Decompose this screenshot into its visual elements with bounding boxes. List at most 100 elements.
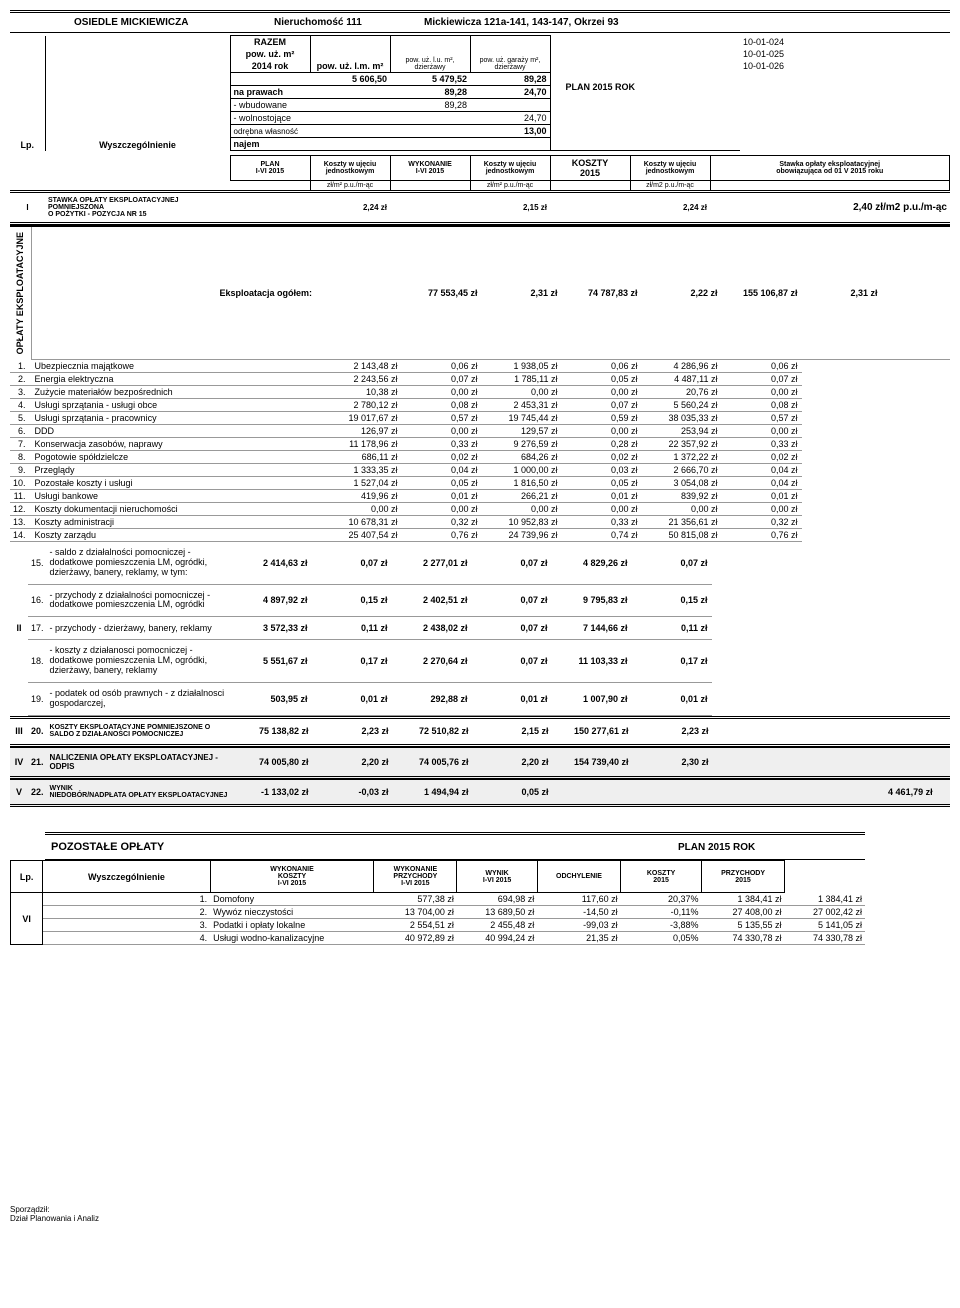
- tbl2-h4: KOSZTY 2015: [621, 861, 702, 893]
- ir-2-0: - wbudowane: [230, 99, 310, 112]
- info-block: Lp. Wyszczególnienie RAZEM pow. uż. l.m.…: [10, 35, 950, 151]
- table-row: 12.Koszty dokumentacji nieruchomości0,00…: [10, 502, 950, 515]
- total-b: 2,31 zł: [482, 226, 562, 359]
- table-row: 19.- podatek od osób prawnych - z działa…: [10, 682, 950, 715]
- col-ku1: Koszty w ujęciu jednostkowym: [310, 156, 390, 181]
- pow-uz: pow. uż. m²: [230, 48, 310, 60]
- secV-lp: 22.: [28, 780, 47, 806]
- unit-2: zł/m² p.u./m-ąc: [470, 181, 550, 191]
- code-0: 10-01-024: [740, 36, 950, 49]
- unit-1: zł/m² p.u./m-ąc: [310, 181, 390, 191]
- total-e: 155 106,87 zł: [722, 226, 802, 359]
- tbl2-wysz: Wyszczególnienie: [43, 861, 210, 893]
- secIII-e: 150 277,61 zł: [552, 717, 632, 745]
- ir-1-0: na prawach: [230, 86, 310, 99]
- main-table: OPŁATY EKSPLOATACYJNE Eksploatacja ogółe…: [10, 225, 950, 542]
- ir-2-3: 89,28: [390, 99, 470, 112]
- total-a: 77 553,45 zł: [402, 226, 482, 359]
- section-II: 15.- saldo z działalności pomocniczej - …: [10, 542, 950, 716]
- code-1: 10-01-025: [740, 48, 950, 60]
- ir-1-1: [310, 86, 390, 99]
- ir-3-4: 24,70: [470, 112, 550, 125]
- table-row: 3.Podatki i opłaty lokalne2 554,51 zł2 4…: [11, 919, 866, 932]
- wysz-label: Wyszczególnienie: [45, 36, 230, 151]
- roman-IV: IV: [10, 748, 28, 778]
- secI-v3: 2,24 zł: [630, 192, 710, 224]
- pow-lu: pow. uż. l.u. m², dzierżawy: [390, 36, 470, 73]
- tbl2-h3: ODCHYLENIE: [537, 861, 620, 893]
- secIII-lp: 20.: [28, 717, 47, 745]
- tbl2-h2: WYNIK I-VI 2015: [457, 861, 537, 893]
- tbl2-title: POZOSTAŁE OPŁATY: [45, 834, 675, 860]
- table-row: 2.Energia elektryczna2 243,56 zł0,07 zł1…: [10, 372, 950, 385]
- table-row: 4.Usługi sprzątania - usługi obce2 780,1…: [10, 398, 950, 411]
- ir-1-3: 89,28: [390, 86, 470, 99]
- table-row: 15.- saldo z działalności pomocniczej - …: [10, 542, 950, 584]
- ir-4-0: odrębna własność: [230, 125, 310, 138]
- total-f: 2,31 zł: [802, 226, 882, 359]
- table-row: VI1.Domofony577,38 zł694,98 zł117,60 zł2…: [11, 893, 866, 906]
- ir-0-3: 89,28: [470, 73, 550, 86]
- secIV-e: 154 739,40 zł: [552, 748, 632, 778]
- table-row: 3.Zużycie materiałów bezpośrednich10,38 …: [10, 385, 950, 398]
- table-row: II17.- przychody - dzierżawy, banery, re…: [10, 617, 950, 640]
- secV-desc: WYNIK NIEDOBÓR/NADPŁATA OPŁATY EKSPLOATA…: [47, 780, 232, 806]
- secIII-f: 2,23 zł: [632, 717, 712, 745]
- razem: RAZEM: [230, 36, 310, 49]
- tbl2-h0: WYKONANIE KOSZTY I-VI 2015: [210, 861, 374, 893]
- table-row: 8.Pogotowie spółdzielcze686,11 zł0,02 zł…: [10, 450, 950, 463]
- secIII-c: 72 510,82 zł: [392, 717, 472, 745]
- col-plan: PLAN I-VI 2015: [230, 156, 310, 181]
- table-row: 14.Koszty zarządu25 407,54 zł0,76 zł24 7…: [10, 528, 950, 541]
- code-2: 10-01-026: [740, 60, 950, 73]
- table-row: 13.Koszty administracji10 678,31 zł0,32 …: [10, 515, 950, 528]
- secIII-a: 75 138,82 zł: [232, 717, 312, 745]
- secI-v2: 2,15 zł: [470, 192, 550, 224]
- ir-0-1: 5 606,50: [310, 73, 390, 86]
- unit-3: zł/m2 p.u./m-ąc: [630, 181, 710, 191]
- table-row: 4.Usługi wodno-kanalizacyjne40 972,89 zł…: [11, 932, 866, 945]
- col-ku3: Koszty w ujęciu jednostkowym: [630, 156, 710, 181]
- col-stawka: Stawka opłaty eksploatacyjnej obowiązują…: [710, 156, 950, 181]
- lp-label: Lp.: [10, 36, 45, 151]
- roman-I: I: [10, 192, 45, 224]
- table2-header: POZOSTAŁE OPŁATY PLAN 2015 ROK: [45, 832, 865, 860]
- table-row: 7.Konserwacja zasobów, naprawy11 178,96 …: [10, 437, 950, 450]
- ir-4-4: 13,00: [470, 125, 550, 138]
- col-ku2: Koszty w ujęciu jednostkowym: [470, 156, 550, 181]
- top-header: OSIEDLE MICKIEWICZA Nieruchomość 111 Mic…: [10, 10, 950, 33]
- ir-5-0: najem: [230, 138, 310, 151]
- nier: Nieruchomość 111: [270, 12, 420, 33]
- secIII-d: 2,15 zł: [472, 717, 552, 745]
- roman-V: V: [10, 780, 28, 806]
- secIV-c: 74 005,76 zł: [392, 748, 472, 778]
- tbl2-plan: PLAN 2015 ROK: [675, 834, 865, 860]
- ir-1-4: 24,70: [470, 86, 550, 99]
- pow-lm: pow. uż. l.m. m²: [310, 36, 390, 73]
- column-headers: PLAN I-VI 2015 Koszty w ujęciu jednostko…: [10, 155, 950, 190]
- secIV-desc: NALICZENIA OPŁATY EKSPLOATACYJNEJ - ODPI…: [47, 748, 232, 778]
- oplaty-vert: OPŁATY EKSPLOATACYJNE: [13, 228, 27, 358]
- col-wyk: WYKONANIE I-VI 2015: [390, 156, 470, 181]
- table-row: 9.Przeglądy1 333,35 zł0,04 zł1 000,00 zł…: [10, 463, 950, 476]
- footer: Sporządził: Dział Planowania i Analiz: [10, 1205, 950, 1223]
- secI-desc: STAWKA OPŁATY EKSPLOATACYJNEJ POMNIEJSZO…: [45, 192, 230, 224]
- col-koszty: KOSZTY 2015: [550, 156, 630, 181]
- table2: Lp. Wyszczególnienie WYKONANIE KOSZTY I-…: [10, 860, 865, 945]
- plan-2015-rok: PLAN 2015 ROK: [550, 36, 650, 138]
- table-row: 2.Wywóz nieczystości13 704,00 zł13 689,5…: [11, 906, 866, 919]
- secV-b: -0,03 zł: [312, 780, 392, 806]
- footer-l2: Dział Planowania i Analiz: [10, 1214, 950, 1223]
- secV-e: 4 461,79 zł: [552, 780, 936, 806]
- section-III: III 20. KOSZTY EKSPLOATACYJNE POMNIEJSZO…: [10, 716, 950, 747]
- table-row: 5.Usługi sprzątania - pracownicy19 017,6…: [10, 411, 950, 424]
- secI-v4: 2,40 zł/m2 p.u./m-ąc: [710, 192, 950, 224]
- total-d: 2,22 zł: [642, 226, 722, 359]
- table-row: 6.DDD126,97 zł0,00 zł129,57 zł0,00 zł253…: [10, 424, 950, 437]
- total-desc: Eksploatacja ogółem:: [217, 226, 402, 359]
- section-I: I STAWKA OPŁATY EKSPLOATACYJNEJ POMNIEJS…: [10, 190, 950, 225]
- secIV-b: 2,20 zł: [312, 748, 392, 778]
- table-row: 16.- przychody z działalności pomocnicze…: [10, 584, 950, 617]
- table-row: 18.- koszty z działanosci pomocniczej - …: [10, 640, 950, 683]
- secIII-desc: KOSZTY EKSPLOATACYJNE POMNIEJSZONE O SAL…: [47, 717, 232, 745]
